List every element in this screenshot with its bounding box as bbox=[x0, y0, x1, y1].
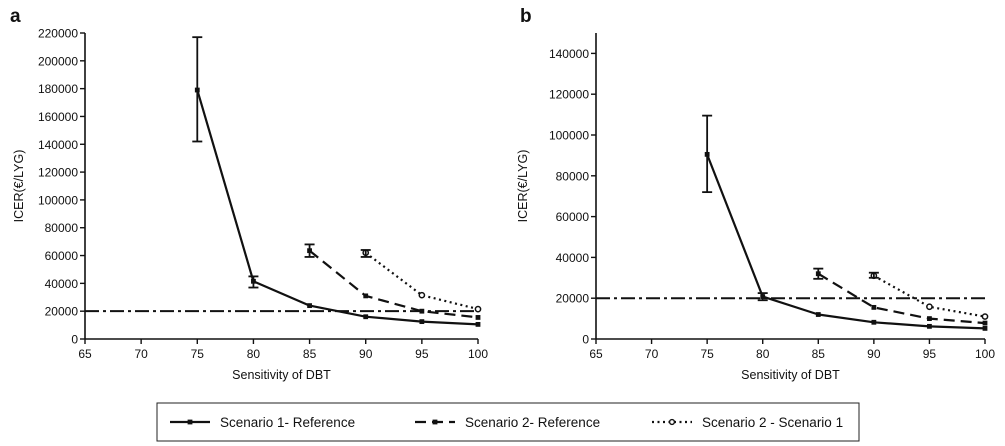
y-tick-label: 160000 bbox=[38, 110, 78, 124]
x-tick-label: 90 bbox=[359, 347, 373, 361]
data-point bbox=[982, 320, 988, 326]
data-point bbox=[982, 325, 988, 331]
x-tick-label: 95 bbox=[415, 347, 429, 361]
x-tick-label: 100 bbox=[468, 347, 488, 361]
y-tick-label: 80000 bbox=[556, 169, 590, 183]
legend-label: Scenario 2 - Scenario 1 bbox=[702, 415, 843, 430]
data-point bbox=[871, 319, 877, 325]
series-line-dotted bbox=[365, 251, 479, 311]
data-point bbox=[981, 313, 989, 320]
x-tick-label: 95 bbox=[923, 347, 937, 361]
x-axis-title: Sensitivity of DBT bbox=[232, 368, 331, 382]
x-tick-label: 75 bbox=[191, 347, 205, 361]
panel-a: a 0 20000 40000 60000 80000 100000 120000 140000… bbox=[10, 6, 488, 382]
legend: Scenario 1- Reference Scenario 2- Referen… bbox=[156, 402, 860, 442]
data-point bbox=[926, 303, 933, 311]
series-line-dashed bbox=[308, 249, 479, 319]
y-tick-label: 200000 bbox=[38, 54, 78, 68]
x-tick-label: 70 bbox=[134, 347, 148, 361]
series-line-solid bbox=[706, 153, 986, 330]
y-tick-label: 0 bbox=[71, 333, 78, 347]
data-point bbox=[815, 312, 821, 317]
legend-label: Scenario 1- Reference bbox=[220, 415, 355, 430]
x-tick-label: 75 bbox=[700, 347, 714, 361]
data-point bbox=[927, 323, 932, 329]
x-tick-label: 65 bbox=[589, 347, 603, 361]
data-point bbox=[363, 293, 369, 299]
data-point bbox=[475, 315, 481, 320]
data-point bbox=[419, 308, 425, 314]
legend-label: Scenario 2- Reference bbox=[465, 415, 600, 430]
series-line-dotted bbox=[873, 274, 986, 318]
x-tick-label: 80 bbox=[756, 347, 770, 361]
y-tick-label: 180000 bbox=[38, 82, 78, 96]
y-tick-label: 140000 bbox=[38, 138, 78, 152]
x-tick-label: 100 bbox=[975, 347, 995, 361]
legend-marker bbox=[668, 418, 676, 426]
y-tick-label: 120000 bbox=[549, 88, 589, 102]
legend-marker bbox=[432, 419, 438, 425]
data-point bbox=[363, 314, 369, 320]
y-tick-label: 0 bbox=[582, 333, 589, 347]
data-point bbox=[475, 321, 481, 327]
data-point bbox=[474, 305, 482, 313]
panel-letter: a bbox=[10, 6, 21, 27]
y-tick-label: 60000 bbox=[556, 210, 590, 224]
data-point bbox=[418, 291, 426, 299]
legend-box bbox=[156, 402, 860, 442]
x-tick-label: 90 bbox=[867, 347, 881, 361]
x-tick-label: 85 bbox=[812, 347, 826, 361]
y-tick-label: 100000 bbox=[549, 129, 589, 143]
y-tick-label: 40000 bbox=[556, 251, 590, 265]
panel-letter: b bbox=[520, 6, 532, 27]
x-tick-label: 85 bbox=[303, 347, 317, 361]
y-tick-label: 20000 bbox=[45, 305, 79, 319]
x-tick-label: 65 bbox=[78, 347, 92, 361]
data-point bbox=[871, 304, 877, 310]
y-tick-label: 60000 bbox=[45, 249, 79, 263]
legend-marker bbox=[187, 419, 193, 425]
series-line-dashed bbox=[817, 272, 986, 325]
x-axis-title: Sensitivity of DBT bbox=[741, 368, 840, 382]
data-point bbox=[419, 319, 425, 325]
y-axis-title: ICER(€/LYG) bbox=[12, 150, 26, 223]
y-tick-label: 100000 bbox=[38, 193, 78, 207]
y-tick-label: 40000 bbox=[45, 277, 79, 291]
y-tick-label: 140000 bbox=[549, 47, 589, 61]
series-line-solid bbox=[196, 89, 479, 326]
y-tick-label: 80000 bbox=[45, 221, 79, 235]
x-tick-label: 80 bbox=[247, 347, 261, 361]
panel-b: b 0 20000 40000 60000 80000 100000 120000 140000… bbox=[516, 6, 995, 382]
data-point bbox=[927, 316, 932, 321]
y-axis-title: ICER(€/LYG) bbox=[516, 150, 530, 223]
x-tick-label: 70 bbox=[645, 347, 659, 361]
y-tick-label: 220000 bbox=[38, 27, 78, 41]
y-tick-label: 20000 bbox=[556, 292, 590, 306]
y-tick-label: 120000 bbox=[38, 166, 78, 180]
data-point bbox=[307, 303, 312, 309]
